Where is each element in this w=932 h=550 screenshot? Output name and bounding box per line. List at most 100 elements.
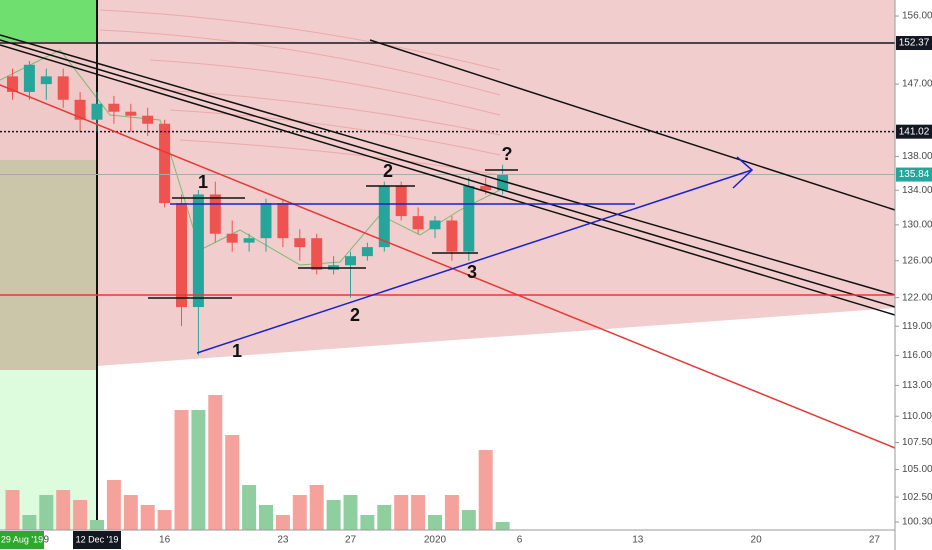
volume-bar [174, 410, 189, 530]
volume-bar [106, 480, 121, 530]
candle-body [91, 103, 103, 120]
candle-body [108, 103, 120, 112]
candle-body [142, 115, 154, 124]
annotation: 3 [467, 262, 477, 282]
volume-bar [428, 515, 442, 530]
y-tick-label: 138.00 [902, 151, 932, 162]
y-tick-label: 134.00 [902, 185, 932, 196]
volume-bar [225, 435, 240, 530]
y-tick-label: 107.50 [902, 437, 932, 448]
volume-bar [259, 505, 273, 530]
volume-bar [5, 490, 20, 530]
candle-body [497, 174, 509, 191]
y-tick-label: 147.00 [902, 79, 932, 90]
x-tick-label: 27 [869, 535, 881, 546]
annotation: 1 [232, 341, 242, 361]
candle-body [7, 76, 18, 92]
volume-bar [140, 505, 155, 530]
candle-body [226, 233, 238, 243]
x-tick-label: 12 Dec '19 [76, 534, 119, 544]
volume-bar [22, 515, 37, 530]
candle-body [125, 111, 137, 116]
candle-body [311, 238, 323, 270]
y-tick-label: 116.00 [902, 350, 932, 361]
candle-body [277, 203, 289, 239]
annotation: 1 [198, 172, 208, 192]
annotation: ? [502, 144, 513, 164]
y-axis-panel [895, 0, 932, 550]
price-label: 141.02 [899, 126, 930, 137]
volume-bar [56, 490, 71, 530]
y-tick-label: 122.00 [902, 292, 932, 303]
candle-body [243, 238, 255, 243]
candle-body [176, 203, 187, 308]
candle-body [57, 76, 69, 100]
volume-bar [360, 515, 375, 530]
volume-bar [461, 510, 476, 530]
candle-body [40, 76, 52, 85]
y-tick-label: 110.00 [902, 411, 932, 422]
candle-body [209, 194, 221, 234]
candle-body [294, 238, 306, 248]
y-tick-label: 119.00 [902, 321, 932, 332]
volume-bar [39, 495, 54, 530]
y-tick-label: 113.00 [902, 380, 932, 391]
y-tick-label: 126.00 [902, 255, 932, 266]
candle-body [361, 247, 373, 257]
volume-bar [73, 500, 88, 530]
volume-bar [191, 410, 206, 530]
drawings [0, 34, 896, 449]
candle-body [345, 256, 356, 266]
volume-bar [309, 485, 324, 530]
y-tick-label: 100.30 [902, 517, 932, 528]
candle-body [159, 123, 171, 204]
volume-bar [292, 495, 307, 530]
volume-bar [495, 522, 510, 530]
x-tick-label: 27 [345, 535, 357, 546]
volume-bar [377, 505, 392, 530]
x-axis-panel [0, 530, 895, 550]
volume-bar [326, 500, 341, 530]
x-tick-label: 20 [751, 535, 763, 546]
plot-area [0, 42, 895, 530]
candle-body [463, 185, 475, 252]
volume-bar [478, 450, 493, 530]
time-label-box [0, 531, 44, 549]
candle-body [378, 185, 390, 248]
x-tick-label: 9 [44, 535, 50, 546]
volume-bar [394, 495, 409, 530]
volume-bar [208, 395, 223, 530]
candle-body [480, 185, 492, 191]
annotation: 2 [383, 161, 393, 181]
x-tick-label: 2020 [424, 535, 447, 546]
volume-bar [242, 485, 257, 530]
candle-body [23, 64, 35, 92]
candle-body [429, 220, 441, 230]
volume-bar [123, 495, 138, 530]
y-tick-label: 105.00 [902, 464, 932, 475]
volume-bar [343, 495, 358, 530]
price-label-box [896, 167, 932, 182]
candle-body [260, 203, 272, 239]
candle-body [192, 194, 204, 308]
volume-bar [275, 515, 290, 530]
candle-body [395, 185, 407, 217]
y-tick-label: 130.00 [902, 220, 932, 231]
annotation: 2 [350, 305, 360, 325]
x-tick-label: 13 [632, 535, 644, 546]
x-tick-label: 16 [159, 535, 171, 546]
x-tick-label: 6 [517, 535, 523, 546]
candle-body [74, 99, 86, 120]
crosshair-label-box [73, 531, 121, 549]
volume-bar [157, 510, 172, 530]
candle-body [412, 216, 424, 230]
x-tick-label: 23 [277, 535, 289, 546]
volume-bar [90, 520, 104, 530]
candle-body [446, 220, 458, 252]
price-label: 135.84 [899, 169, 930, 180]
volume-bar [411, 495, 426, 530]
volume-bar [444, 495, 459, 530]
time-label: 29 Aug '19 [1, 534, 43, 544]
y-tick-label: 156.00 [902, 11, 932, 22]
